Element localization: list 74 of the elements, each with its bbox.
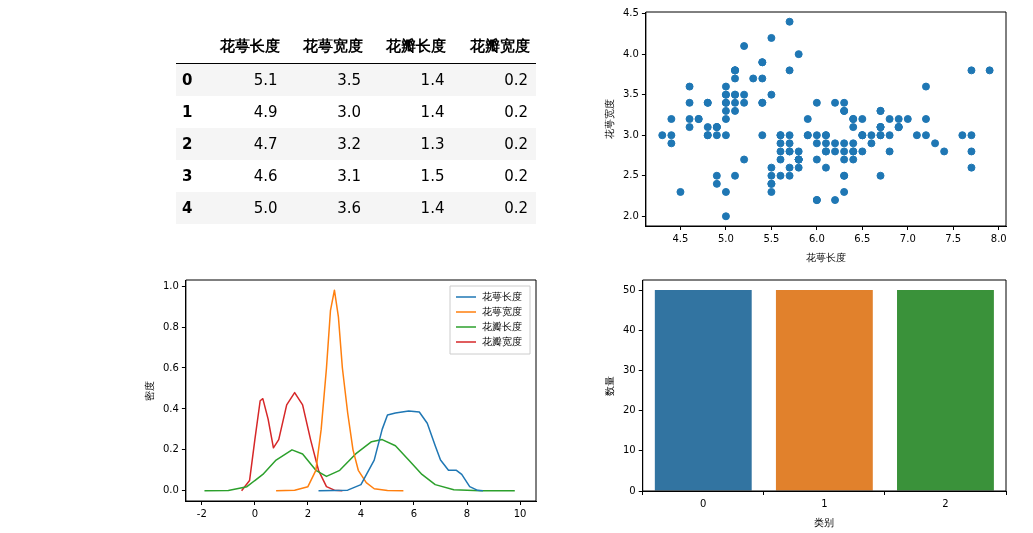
data-label: 0.2 bbox=[503, 198, 529, 219]
y-tick-label: 0.6 bbox=[163, 361, 179, 373]
legend-label: 花瓣宽度 bbox=[482, 335, 522, 347]
y-tick-label: 0 bbox=[181, 70, 194, 91]
y-tick-label: 4 bbox=[181, 198, 194, 219]
x-tick-label: 4 bbox=[357, 507, 365, 519]
data-label: 5.1 bbox=[252, 70, 279, 91]
x-tick-label: 6 bbox=[410, 507, 418, 519]
legend-label: 花萼宽度 bbox=[482, 305, 522, 317]
y-tick-label: 2.0 bbox=[623, 209, 639, 221]
x-tick-label: 7.5 bbox=[945, 232, 962, 244]
x-axis-title: 类别 bbox=[814, 516, 835, 528]
data-label: 3.0 bbox=[336, 102, 362, 123]
data-label: 1.3 bbox=[419, 134, 446, 155]
data-label: 0.2 bbox=[503, 70, 529, 91]
x-tick-label: 花萼长度 bbox=[202, 30, 286, 64]
x-tick-label: 8 bbox=[463, 507, 471, 519]
legend-label: 花萼长度 bbox=[482, 290, 522, 302]
y-axis-title: 花萼宽度 bbox=[603, 99, 615, 139]
x-tick-label: 花瓣宽度 bbox=[452, 30, 536, 64]
x-tick-label: 花瓣长度 bbox=[368, 30, 453, 64]
data-label: 0.2 bbox=[503, 166, 529, 187]
y-tick-label: 3.0 bbox=[623, 128, 639, 140]
x-tick-label: 5.5 bbox=[763, 232, 780, 244]
y-tick-label: 2 bbox=[181, 134, 194, 155]
y-axis-title: 密度 bbox=[143, 380, 155, 401]
x-tick-label: 2 bbox=[942, 497, 949, 509]
data-label: 3.2 bbox=[336, 134, 362, 155]
x-axis-title: 花萼长度 bbox=[805, 251, 846, 263]
data-label: 1.4 bbox=[419, 102, 446, 123]
y-tick-label: 30 bbox=[622, 364, 636, 376]
data-label: 4.9 bbox=[252, 102, 279, 123]
y-tick-label: 3.5 bbox=[623, 88, 639, 100]
x-tick-label: 6.5 bbox=[854, 232, 871, 244]
data-label: 3.5 bbox=[336, 70, 362, 91]
x-tick-label: 1 bbox=[821, 497, 828, 509]
y-tick-label: 1 bbox=[181, 102, 194, 123]
data-label: 3.6 bbox=[336, 198, 362, 219]
data-label: 4.7 bbox=[252, 134, 279, 155]
y-tick-label: 0.0 bbox=[163, 484, 179, 496]
y-tick-label: 3 bbox=[181, 166, 194, 187]
x-tick-label: 7.0 bbox=[899, 232, 916, 244]
data-label: 1.4 bbox=[419, 198, 446, 219]
y-tick-label: 0 bbox=[629, 484, 636, 496]
x-tick-label: 0 bbox=[700, 497, 707, 509]
y-tick-label: 2.5 bbox=[623, 169, 639, 181]
legend-label: 花瓣长度 bbox=[482, 320, 522, 332]
y-tick-label: 0.4 bbox=[163, 402, 179, 414]
y-tick-label: 0.8 bbox=[163, 320, 179, 332]
data-label: 1.5 bbox=[419, 166, 446, 187]
y-tick-label: 0.2 bbox=[163, 443, 179, 455]
x-tick-label: 2 bbox=[304, 507, 312, 519]
y-tick-label: 1.0 bbox=[163, 279, 179, 291]
x-tick-label: -2 bbox=[196, 507, 207, 519]
x-tick-label: 10 bbox=[513, 507, 527, 519]
x-tick-label: 0 bbox=[251, 507, 259, 519]
data-label: 3.1 bbox=[336, 166, 362, 187]
data-label: 0.2 bbox=[503, 102, 529, 123]
data-label: 5.0 bbox=[252, 198, 279, 219]
x-tick-label: 5.0 bbox=[717, 232, 734, 244]
x-tick-label: 8.0 bbox=[990, 232, 1007, 244]
x-tick-label: 6.0 bbox=[808, 232, 825, 244]
x-tick-label: 4.5 bbox=[672, 232, 689, 244]
y-tick-label: 4.0 bbox=[623, 47, 639, 59]
y-tick-label: 4.5 bbox=[623, 7, 639, 19]
y-tick-label: 50 bbox=[622, 283, 636, 295]
y-tick-label: 10 bbox=[622, 444, 636, 456]
y-axis-title: 数量 bbox=[603, 375, 615, 396]
x-tick-label: 花萼宽度 bbox=[285, 30, 369, 64]
data-label: 1.4 bbox=[419, 70, 446, 91]
y-tick-label: 20 bbox=[622, 404, 636, 416]
data-label: 4.6 bbox=[252, 166, 279, 187]
data-label: 0.2 bbox=[503, 134, 529, 155]
y-tick-label: 40 bbox=[622, 323, 636, 335]
